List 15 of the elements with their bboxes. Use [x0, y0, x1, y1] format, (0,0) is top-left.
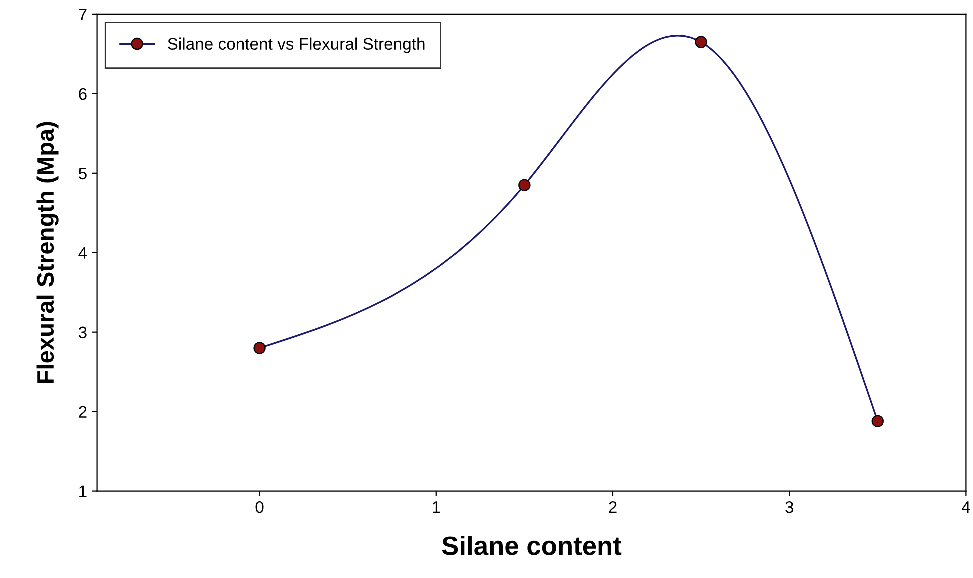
y-tick-label: 4 [78, 247, 88, 259]
y-axis-title: Flexural Strength (Mpa) [36, 122, 59, 384]
y-tick-label: 2 [79, 406, 87, 418]
y-tick-label: 6 [79, 88, 87, 100]
x-tick-label: 2 [609, 501, 617, 514]
x-axis-title: Silane content [442, 536, 622, 556]
legend-label: Silane content vs Flexural Strength [168, 38, 425, 54]
y-tick-label: 5 [78, 168, 87, 180]
x-tick-label: 1 [433, 502, 440, 514]
y-tick-label: 1 [80, 486, 87, 498]
y-tick-label: 7 [79, 9, 87, 20]
x-tick-label: 4 [962, 502, 970, 514]
x-tick-label: 3 [786, 501, 794, 514]
y-tick-label: 3 [78, 326, 87, 339]
x-tick-label: 0 [256, 501, 264, 514]
